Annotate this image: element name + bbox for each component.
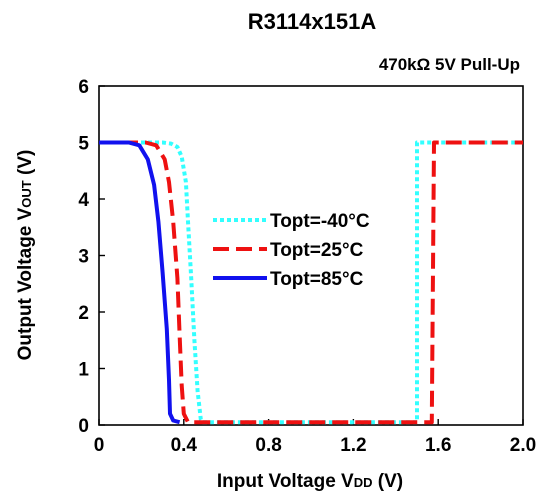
legend-label-1: Topt=25°C [270, 240, 364, 261]
y-tick-label: 1 [78, 360, 89, 381]
x-tick-label: 0.4 [171, 435, 198, 456]
x-axis-label-subscript: DD [354, 475, 373, 490]
x-axis-label-unit: (V) [373, 471, 404, 492]
series-group [99, 140, 523, 425]
x-tick-label: 2.0 [510, 435, 536, 456]
legend-label-2: Topt=85°C [270, 269, 364, 290]
x-tick-label: 0 [94, 435, 105, 456]
y-axis-label-main: Output Voltage V [15, 207, 36, 360]
x-axis-label-main: Input Voltage V [217, 471, 354, 492]
legend: Topt=-40°C Topt=25°C Topt=85°C [205, 205, 415, 295]
chart-title: R3114x151A [248, 9, 377, 34]
y-tick-label: 3 [78, 247, 89, 268]
x-axis: 0 0.4 0.8 1.2 1.6 2.0 [94, 419, 536, 456]
series-line-2 [99, 140, 181, 425]
legend-label-0: Topt=-40°C [270, 211, 370, 232]
y-tick-label: 0 [78, 416, 89, 437]
y-tick-label: 6 [78, 77, 89, 98]
chart-subtitle: 470kΩ 5V Pull-Up [379, 55, 520, 74]
x-tick-label: 1.6 [425, 435, 451, 456]
y-axis-label: Output Voltage VOUT (V) [15, 150, 36, 361]
x-axis-label: Input Voltage VDD (V) [217, 471, 403, 492]
y-tick-label: 5 [78, 134, 89, 155]
series-line-1 [99, 140, 523, 425]
y-axis: 0 1 2 3 4 5 6 [78, 77, 105, 437]
y-tick-label: 2 [78, 303, 89, 324]
x-tick-label: 1.2 [340, 435, 366, 456]
x-tick-label: 0.8 [255, 435, 281, 456]
y-tick-label: 4 [78, 190, 89, 211]
y-axis-label-subscript: OUT [19, 180, 34, 208]
y-axis-label-unit: (V) [15, 150, 36, 181]
